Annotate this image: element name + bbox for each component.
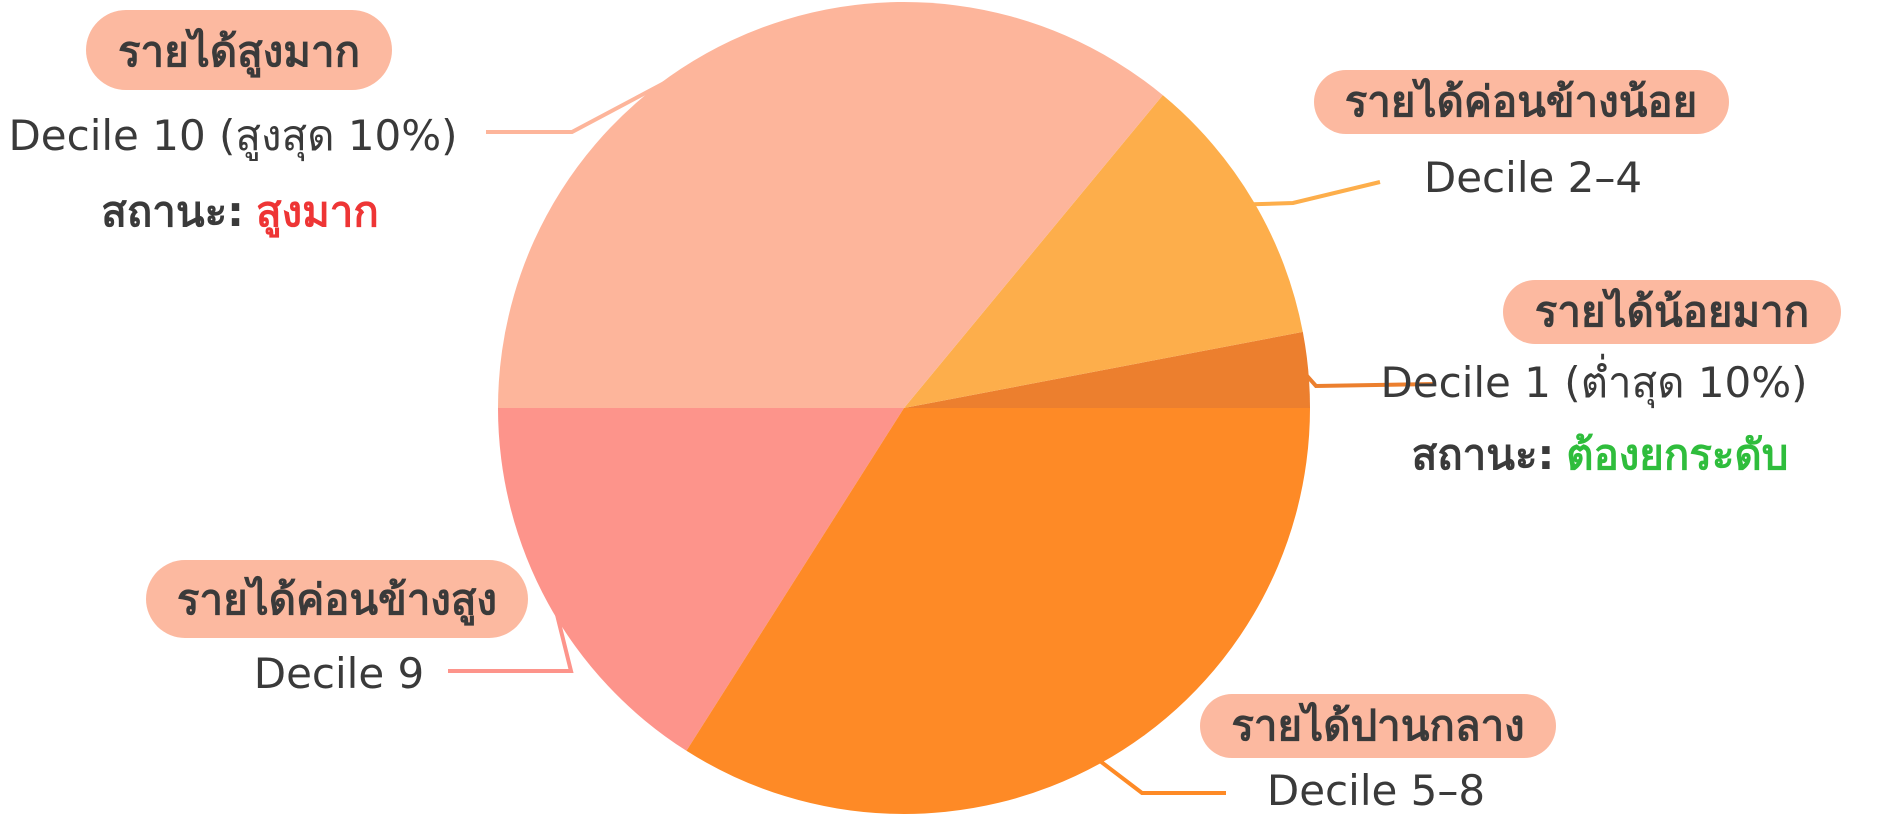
leader-line-1: [1300, 369, 1437, 389]
category-pill-decile-2-4: [1314, 70, 1729, 134]
category-pill-decile-9: [146, 560, 528, 638]
pie-slice-5: [686, 408, 1310, 815]
label-group-decile-10: รายได้สูงมาก Decile 10 (สูงสุด 10%) สถาน…: [8, 10, 458, 238]
status-label-decile-10: สถานะ:: [101, 187, 244, 236]
label-group-decile-2-4: รายได้ค่อนข้างน้อย Decile 2–4: [1314, 70, 1729, 202]
status-label-decile-1: สถานะ:: [1412, 430, 1555, 479]
pie-slice-1: [904, 331, 1310, 408]
pie-slice-2: [904, 95, 1303, 409]
leader-lines: [448, 44, 1437, 795]
status-value-decile-1: ต้องยกระดับ: [1566, 430, 1788, 479]
category-pill-decile-5-8: [1200, 694, 1556, 758]
range-label-decile-2-4: Decile 2–4: [1424, 153, 1642, 202]
label-group-decile-9: รายได้ค่อนข้างสูง Decile 9: [146, 560, 528, 698]
status-value-decile-10: สูงมาก: [256, 187, 379, 238]
category-label-decile-10: รายได้สูงมาก: [118, 27, 360, 78]
leader-line-2: [1248, 180, 1381, 207]
range-label-decile-9: Decile 9: [254, 649, 425, 698]
category-pill-decile-1: [1503, 280, 1841, 344]
label-group-decile-1: รายได้น้อยมาก Decile 1 (ต่ำสุด 10%) สถาน…: [1380, 280, 1841, 479]
status-line-decile-10: สถานะ: สูงมาก: [101, 187, 379, 238]
leader-line-5: [1095, 756, 1226, 795]
pie-slice-3: [498, 2, 1163, 408]
category-label-decile-2-4: รายได้ค่อนข้างน้อย: [1345, 77, 1698, 126]
leader-line-3: [486, 44, 735, 134]
status-line-decile-1: สถานะ: ต้องยกระดับ: [1412, 430, 1789, 479]
pie-slice-4: [498, 408, 904, 751]
label-group-decile-5-8: รายได้ปานกลาง Decile 5–8: [1200, 694, 1556, 815]
category-pill-decile-10: [86, 10, 392, 90]
range-label-decile-1: Decile 1 (ต่ำสุด 10%): [1380, 354, 1807, 409]
range-label-decile-10: Decile 10 (สูงสุด 10%): [8, 111, 457, 162]
category-label-decile-5-8: รายได้ปานกลาง: [1231, 701, 1524, 750]
pie-slices: [498, 2, 1310, 815]
category-label-decile-1: รายได้น้อยมาก: [1535, 287, 1809, 336]
leader-line-4: [448, 600, 574, 673]
category-label-decile-9: รายได้ค่อนข้างสูง: [177, 575, 497, 626]
range-label-decile-5-8: Decile 5–8: [1267, 766, 1485, 815]
